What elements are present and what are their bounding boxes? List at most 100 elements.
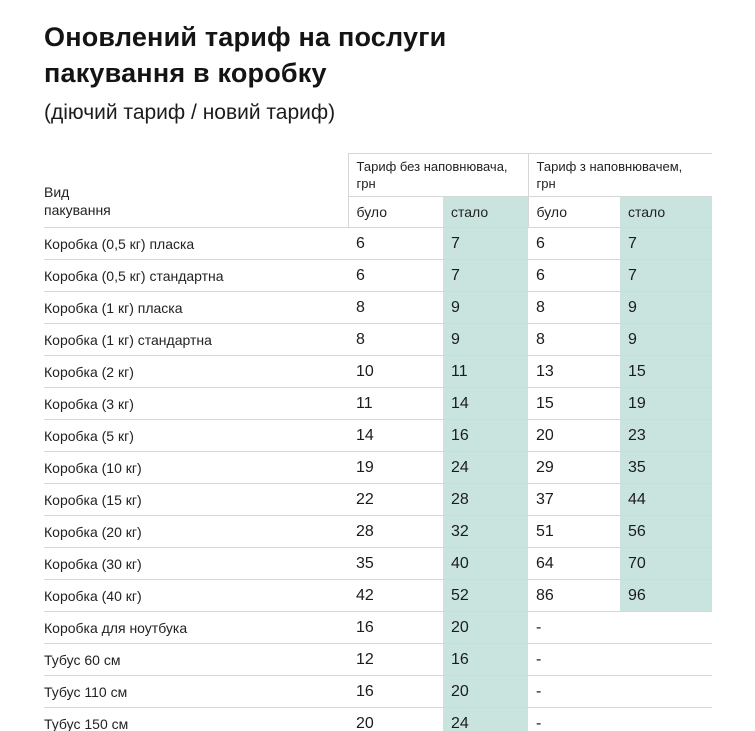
cell-now-with-filler: 35	[620, 451, 713, 485]
cell-was-with-filler: 13	[528, 355, 621, 389]
cell-was-no-filler: 6	[348, 227, 443, 261]
row-label: Коробка (40 кг)	[44, 579, 348, 613]
cell-was-no-filler: 6	[348, 259, 443, 293]
cell-was-with-filler: 20	[528, 419, 621, 453]
cell-now-with-filler: 9	[620, 323, 713, 357]
cell-was-with-filler: 8	[528, 323, 621, 357]
cell-was-no-filler: 22	[348, 483, 443, 517]
subheader-now-with-filler: стало	[620, 196, 713, 229]
cell-now-no-filler: 24	[443, 451, 529, 485]
row-label: Коробка (20 кг)	[44, 515, 348, 549]
subheader-was-no-filler: було	[347, 196, 443, 229]
row-label: Коробка (0,5 кг) стандартна	[44, 259, 348, 293]
cell-was-with-filler: 6	[528, 259, 621, 293]
cell-now-no-filler: 7	[443, 259, 529, 293]
table-row: Коробка (20 кг) 28 32 51 56	[44, 515, 713, 549]
cell-now-with-filler: 96	[620, 579, 713, 613]
cell-now-with-filler: 19	[620, 387, 713, 421]
row-label: Тубус 150 см	[44, 707, 348, 731]
cell-now-with-filler: 70	[620, 547, 713, 581]
table-row: Тубус 110 см 16 20-	[44, 675, 713, 709]
table-row: Коробка (15 кг) 22 28 37 44	[44, 483, 713, 517]
cell-was-with-filler: 29	[528, 451, 621, 485]
cell-was-no-filler: 12	[348, 643, 443, 677]
cell-now-with-filler	[620, 643, 713, 677]
cell-was-with-filler: 51	[528, 515, 621, 549]
table-row: Коробка (1 кг) стандартна 8 9 8 9	[44, 323, 713, 357]
row-label: Коробка (0,5 кг) пласка	[44, 227, 348, 261]
cell-now-with-filler: 15	[620, 355, 713, 389]
cell-now-no-filler: 32	[443, 515, 529, 549]
row-label: Коробка (10 кг)	[44, 451, 348, 485]
cell-now-no-filler: 28	[443, 483, 529, 517]
table-row: Коробка (30 кг) 35 40 64 70	[44, 547, 713, 581]
table-row: Коробка (10 кг) 19 24 29 35	[44, 451, 713, 485]
cell-was-no-filler: 16	[348, 611, 443, 645]
cell-now-no-filler: 14	[443, 387, 529, 421]
cell-now-no-filler: 20	[443, 675, 529, 709]
column-group-with-filler: Тариф з наповнювачем, грн	[527, 153, 713, 198]
table-row: Коробка (2 кг) 10 11 13 15	[44, 355, 713, 389]
cell-now-with-filler: 9	[620, 291, 713, 325]
table-row: Коробка для ноутбука 16 20-	[44, 611, 713, 645]
subheader-was-with-filler: було	[527, 196, 621, 229]
table-row: Коробка (1 кг) пласка 8 9 8 9	[44, 291, 713, 325]
cell-now-no-filler: 16	[443, 643, 529, 677]
cell-was-no-filler: 16	[348, 675, 443, 709]
cell-was-with-filler: -	[528, 643, 621, 677]
row-label: Коробка (1 кг) стандартна	[44, 323, 348, 357]
page-subtitle: (діючий тариф / новий тариф)	[44, 101, 336, 125]
row-label: Коробка (30 кг)	[44, 547, 348, 581]
cell-was-with-filler: 37	[528, 483, 621, 517]
cell-now-with-filler	[620, 611, 713, 645]
cell-was-with-filler: 15	[528, 387, 621, 421]
row-label: Тубус 60 см	[44, 643, 348, 677]
table-row: Тубус 60 см 12 16-	[44, 643, 713, 677]
cell-was-no-filler: 10	[348, 355, 443, 389]
cell-was-with-filler: -	[528, 611, 621, 645]
cell-was-no-filler: 8	[348, 323, 443, 357]
table-row: Коробка (40 кг) 42 52 86 96	[44, 579, 713, 613]
cell-was-no-filler: 8	[348, 291, 443, 325]
cell-now-with-filler: 7	[620, 259, 713, 293]
cell-now-no-filler: 16	[443, 419, 529, 453]
cell-was-with-filler: 86	[528, 579, 621, 613]
row-label: Коробка (1 кг) пласка	[44, 291, 348, 325]
cell-now-no-filler: 24	[443, 707, 529, 731]
sub-header-row: було стало було стало	[44, 196, 713, 229]
table-row: Тубус 150 см 20 24-	[44, 707, 713, 731]
table-row: Коробка (3 кг) 11 14 15 19	[44, 387, 713, 421]
cell-now-with-filler	[620, 675, 713, 709]
cell-now-with-filler: 44	[620, 483, 713, 517]
cell-was-no-filler: 11	[348, 387, 443, 421]
cell-was-with-filler: -	[528, 707, 621, 731]
cell-was-no-filler: 19	[348, 451, 443, 485]
cell-was-with-filler: 6	[528, 227, 621, 261]
row-label: Коробка (15 кг)	[44, 483, 348, 517]
cell-now-with-filler: 56	[620, 515, 713, 549]
group-header-row: Вид пакування Тариф без наповнювача, грн…	[44, 153, 713, 229]
cell-was-no-filler: 28	[348, 515, 443, 549]
cell-was-no-filler: 20	[348, 707, 443, 731]
table-row: Коробка (0,5 кг) пласка 6 7 6 7	[44, 227, 713, 261]
cell-now-with-filler: 23	[620, 419, 713, 453]
cell-was-with-filler: 64	[528, 547, 621, 581]
cell-was-with-filler: 8	[528, 291, 621, 325]
cell-now-no-filler: 52	[443, 579, 529, 613]
subheader-now-no-filler: стало	[443, 196, 529, 229]
row-label: Коробка (5 кг)	[44, 419, 348, 453]
column-group-no-filler: Тариф без наповнювача, грн	[347, 153, 529, 198]
cell-now-with-filler: 7	[620, 227, 713, 261]
table-row: Коробка (0,5 кг) стандартна 6 7 6 7	[44, 259, 713, 293]
column-header-packaging-type: Вид пакування	[44, 153, 348, 229]
cell-was-no-filler: 42	[348, 579, 443, 613]
row-label: Коробка (3 кг)	[44, 387, 348, 421]
row-label: Коробка для ноутбука	[44, 611, 348, 645]
cell-now-with-filler	[620, 707, 713, 731]
cell-now-no-filler: 9	[443, 323, 529, 357]
cell-now-no-filler: 40	[443, 547, 529, 581]
cell-was-no-filler: 14	[348, 419, 443, 453]
cell-was-no-filler: 35	[348, 547, 443, 581]
cell-now-no-filler: 20	[443, 611, 529, 645]
